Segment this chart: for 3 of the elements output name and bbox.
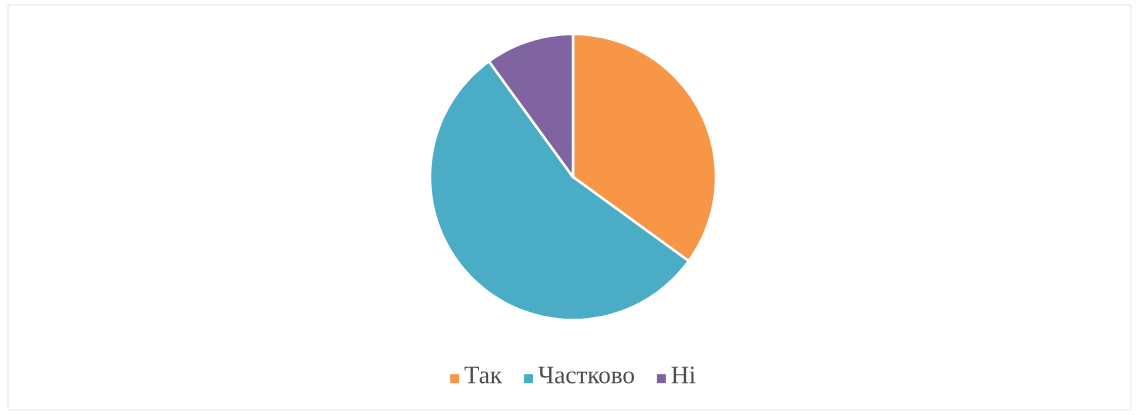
legend-label: Так xyxy=(464,366,503,384)
legend-label: Частково xyxy=(538,366,634,384)
legend-label: Ні xyxy=(671,366,696,384)
